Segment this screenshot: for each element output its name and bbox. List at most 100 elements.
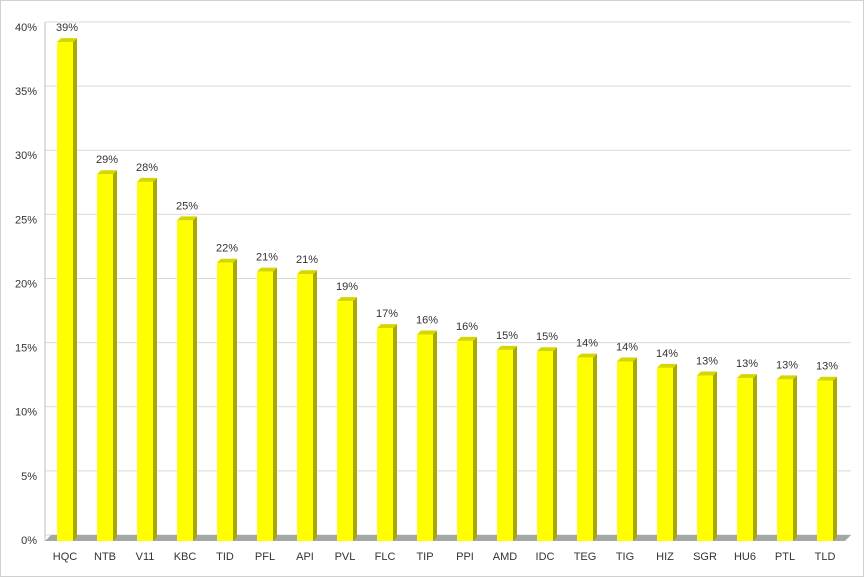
y-tick-label: 30% xyxy=(15,150,37,162)
value-label: 16% xyxy=(456,321,478,333)
x-tick-label: PPI xyxy=(456,551,474,563)
bar xyxy=(697,375,713,541)
value-label: 29% xyxy=(96,154,118,166)
bar-side xyxy=(833,376,837,541)
bar-top xyxy=(457,336,477,341)
bar-top xyxy=(617,357,637,362)
bar-top xyxy=(657,363,677,368)
y-tick-label: 20% xyxy=(15,278,37,290)
x-tick-label: TID xyxy=(216,551,234,563)
bar-top xyxy=(137,177,157,182)
x-tick-label: TLD xyxy=(815,551,836,563)
x-tick-label: IDC xyxy=(536,551,555,563)
value-label: 14% xyxy=(576,338,598,350)
bar-side xyxy=(353,297,357,541)
value-label: 21% xyxy=(296,254,318,266)
bar-top xyxy=(577,353,597,358)
value-label: 16% xyxy=(416,314,438,326)
x-tick-label: HQC xyxy=(53,551,78,563)
bar-side xyxy=(793,375,797,541)
bar xyxy=(337,301,353,541)
bar xyxy=(97,174,113,541)
x-tick-label: HU6 xyxy=(734,551,756,563)
bar-side xyxy=(593,353,597,541)
bar-side xyxy=(433,330,437,541)
bar-top xyxy=(217,258,237,263)
y-tick-label: 35% xyxy=(15,86,37,98)
value-label: 14% xyxy=(616,341,638,353)
y-tick-label: 15% xyxy=(15,343,37,355)
bar-top xyxy=(737,374,757,379)
bar-top xyxy=(537,347,557,352)
x-tick-label: KBC xyxy=(174,551,197,563)
bar xyxy=(137,181,153,541)
bar xyxy=(497,349,513,541)
bar-top xyxy=(817,376,837,381)
bar-top xyxy=(257,267,277,272)
value-label: 15% xyxy=(496,330,518,342)
bar xyxy=(657,367,673,541)
y-tick-label: 40% xyxy=(15,22,37,34)
bar-side xyxy=(73,38,77,542)
bar-top xyxy=(697,371,717,376)
bar xyxy=(377,328,393,541)
value-label: 25% xyxy=(176,200,198,212)
bar xyxy=(417,334,433,541)
bar xyxy=(217,262,233,541)
bar-side xyxy=(633,357,637,541)
value-label: 14% xyxy=(656,348,678,360)
bar-side xyxy=(473,336,477,541)
bar-side xyxy=(393,324,397,541)
value-label: 17% xyxy=(376,308,398,320)
value-label: 13% xyxy=(776,359,798,371)
x-tick-label: NTB xyxy=(94,551,116,563)
x-tick-label: SGR xyxy=(693,551,717,563)
x-tick-label: TEG xyxy=(574,551,597,563)
value-label: 13% xyxy=(736,358,758,370)
bar-side xyxy=(113,170,117,541)
bar xyxy=(617,361,633,541)
value-label: 21% xyxy=(256,252,278,264)
y-tick-label: 10% xyxy=(15,407,37,419)
x-tick-label: V11 xyxy=(136,551,155,563)
x-tick-label: AMD xyxy=(493,551,518,563)
bar-side xyxy=(273,267,277,541)
x-tick-label: FLC xyxy=(375,551,396,563)
value-label: 39% xyxy=(56,22,78,34)
value-label: 22% xyxy=(216,243,238,255)
value-label: 13% xyxy=(696,355,718,367)
bar-side xyxy=(193,216,197,541)
y-tick-label: 0% xyxy=(21,535,37,547)
value-label: 13% xyxy=(816,361,838,373)
bar-top xyxy=(97,170,117,175)
bar xyxy=(457,340,473,541)
bar-side xyxy=(313,270,317,541)
bar-side xyxy=(233,258,237,541)
bar-side xyxy=(513,345,517,541)
bar-top xyxy=(297,270,317,275)
bar-top xyxy=(777,375,797,380)
bar-side xyxy=(713,371,717,541)
bar-side xyxy=(673,363,677,541)
x-tick-label: PFL xyxy=(255,551,275,563)
value-label: 19% xyxy=(336,281,358,293)
bar xyxy=(177,220,193,541)
bar-top xyxy=(337,297,357,302)
value-label: 15% xyxy=(536,331,558,343)
bar xyxy=(257,271,273,541)
floor xyxy=(45,535,851,541)
bar xyxy=(817,380,833,541)
bar-top xyxy=(377,324,397,329)
bar-side xyxy=(153,177,157,541)
bar xyxy=(577,357,593,541)
x-tick-label: TIP xyxy=(416,551,433,563)
x-tick-label: API xyxy=(296,551,314,563)
y-tick-label: 25% xyxy=(15,214,37,226)
bar-side xyxy=(753,374,757,541)
bar xyxy=(537,351,553,541)
x-tick-label: HIZ xyxy=(656,551,674,563)
bar-top xyxy=(497,345,517,350)
y-tick-label: 5% xyxy=(21,471,37,483)
bar-side xyxy=(553,347,557,541)
